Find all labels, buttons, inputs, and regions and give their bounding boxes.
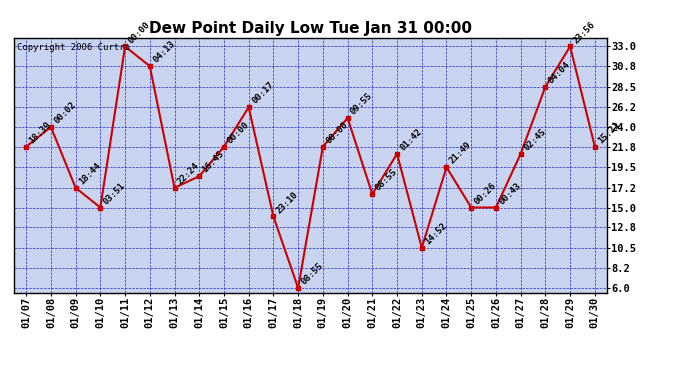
Text: 00:00: 00:00 bbox=[226, 120, 250, 145]
Text: 00:00: 00:00 bbox=[126, 20, 152, 45]
Text: 00:00: 00:00 bbox=[324, 120, 350, 145]
Text: 00:26: 00:26 bbox=[473, 181, 498, 206]
Text: 08:55: 08:55 bbox=[374, 167, 399, 193]
Text: 04:04: 04:04 bbox=[546, 60, 572, 86]
Title: Dew Point Daily Low Tue Jan 31 00:00: Dew Point Daily Low Tue Jan 31 00:00 bbox=[149, 21, 472, 36]
Text: 22:24: 22:24 bbox=[176, 161, 201, 186]
Text: 23:56: 23:56 bbox=[571, 20, 597, 45]
Text: 18:44: 18:44 bbox=[77, 161, 102, 186]
Text: 23:10: 23:10 bbox=[275, 190, 300, 215]
Text: 01:42: 01:42 bbox=[398, 127, 424, 152]
Text: 14:52: 14:52 bbox=[423, 221, 448, 246]
Text: 18:39: 18:39 bbox=[28, 120, 53, 145]
Text: 03:51: 03:51 bbox=[101, 181, 127, 206]
Text: Copyright 2006 Curtro: Copyright 2006 Curtro bbox=[17, 43, 130, 52]
Text: 00:43: 00:43 bbox=[497, 181, 523, 206]
Text: 16:45: 16:45 bbox=[201, 149, 226, 175]
Text: 00:02: 00:02 bbox=[52, 100, 78, 126]
Text: 15:21: 15:21 bbox=[596, 120, 622, 145]
Text: 21:49: 21:49 bbox=[448, 141, 473, 166]
Text: 04:13: 04:13 bbox=[151, 39, 177, 65]
Text: 00:17: 00:17 bbox=[250, 81, 275, 106]
Text: 02:45: 02:45 bbox=[522, 127, 547, 152]
Text: 08:55: 08:55 bbox=[299, 261, 325, 286]
Text: 09:55: 09:55 bbox=[349, 91, 375, 117]
